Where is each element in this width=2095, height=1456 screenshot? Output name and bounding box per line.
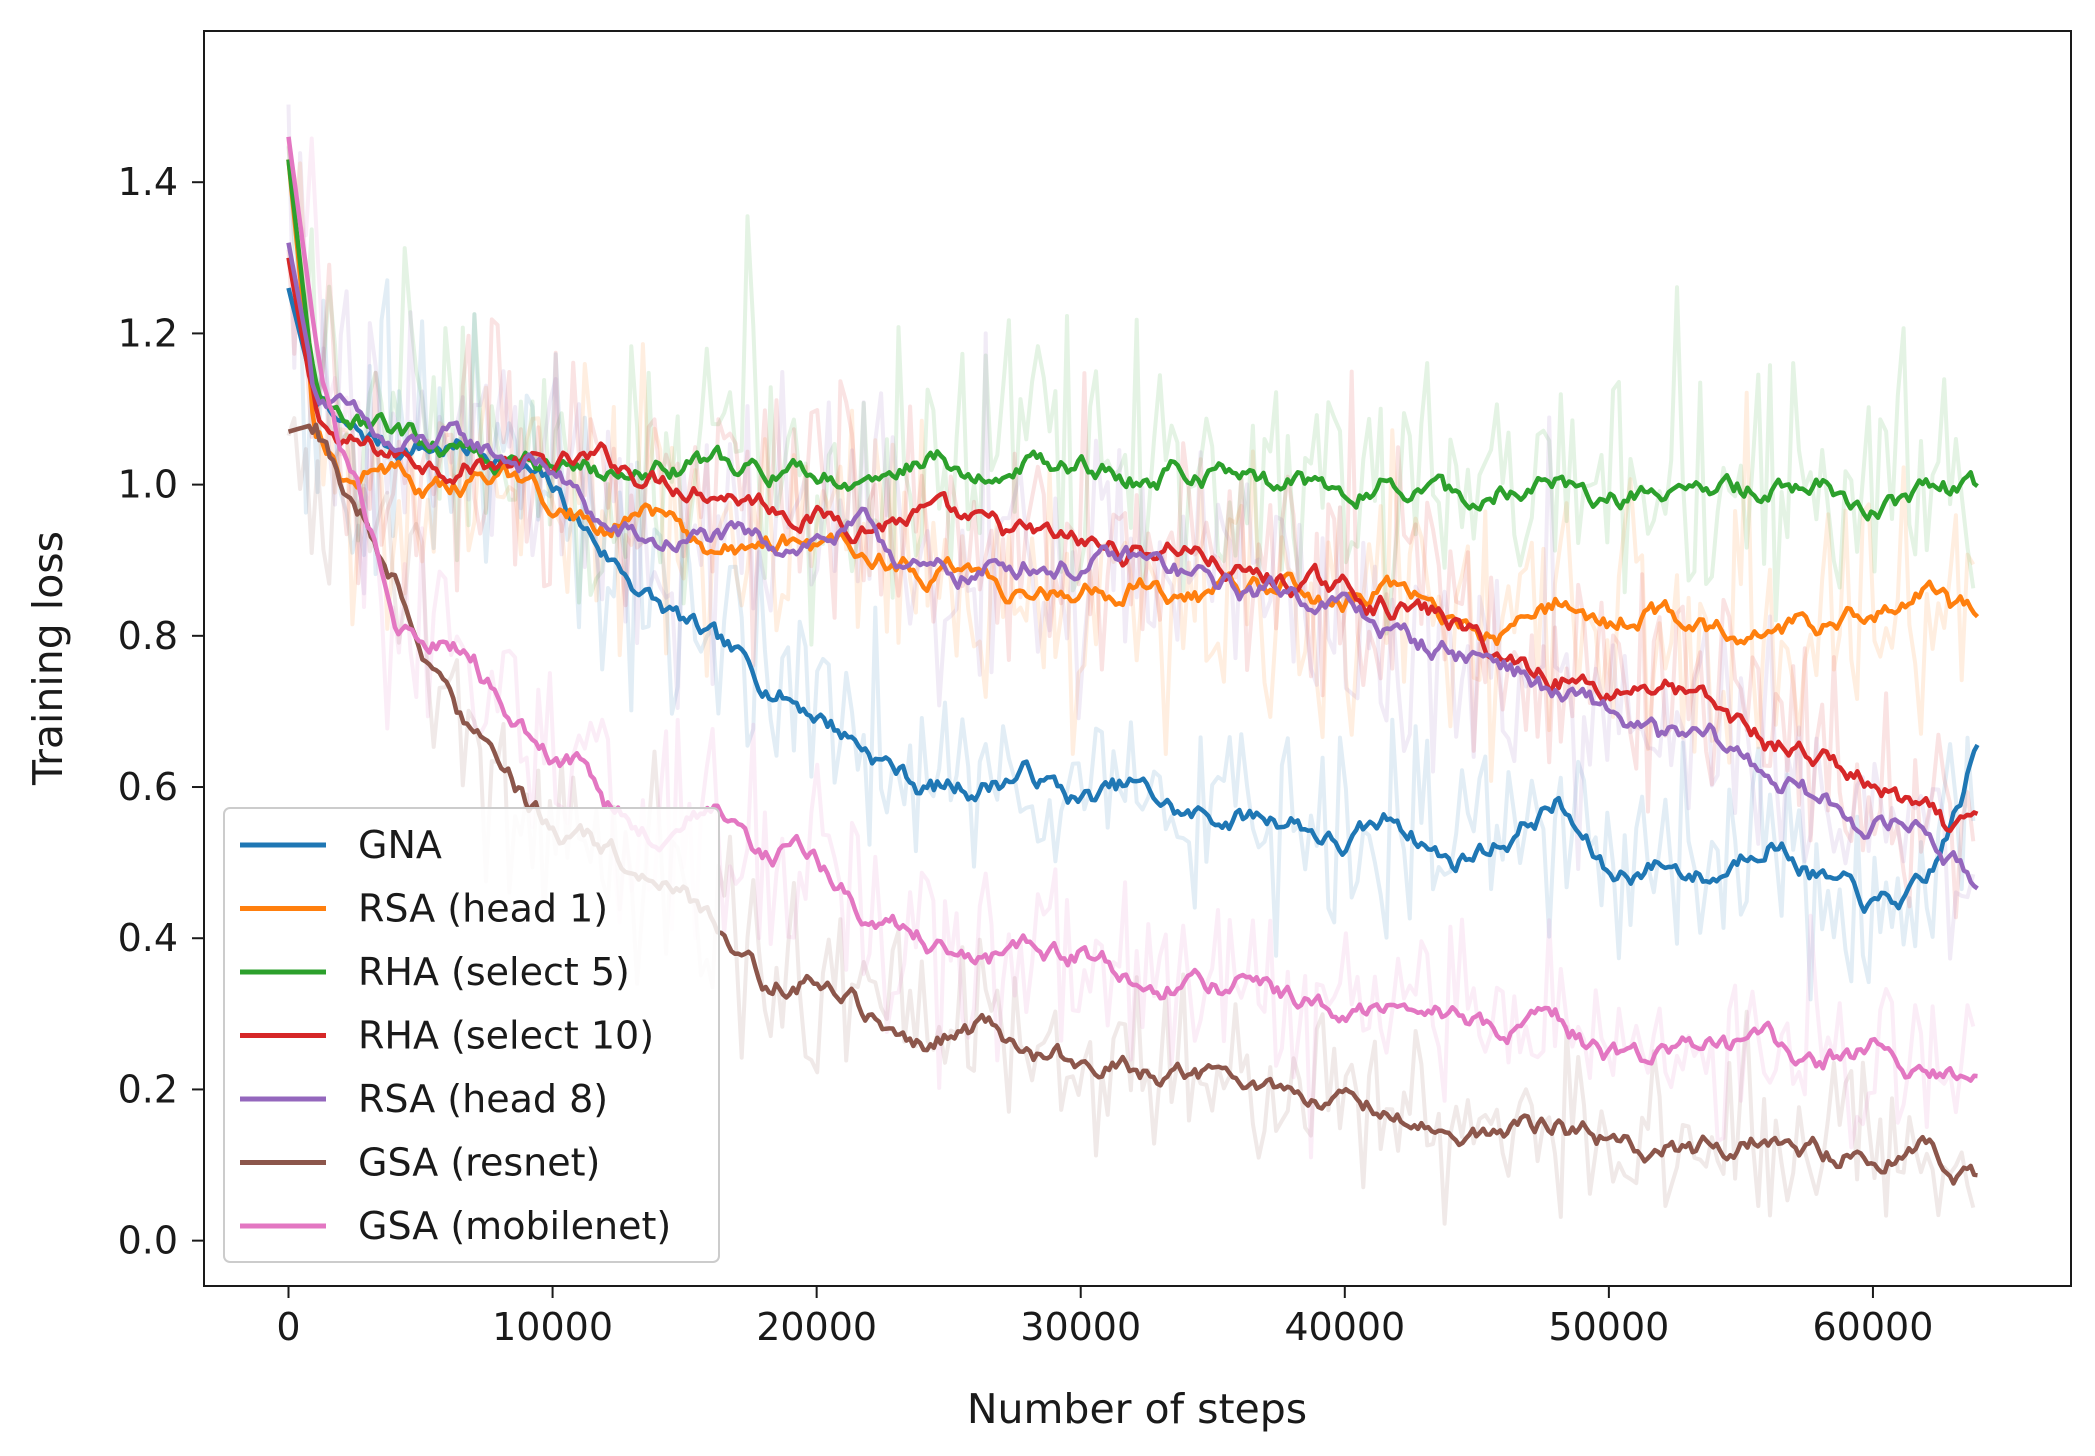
y-axis-title: Training loss [24,531,72,786]
x-tick-label: 10000 [492,1305,613,1349]
legend-label: RSA (head 1) [358,887,608,931]
legend-label: RHA (select 10) [358,1014,654,1058]
y-tick-label: 0.8 [118,614,178,658]
x-tick-label: 20000 [756,1305,877,1349]
series-line [286,136,1978,1083]
y-tick-label: 1.2 [118,311,178,355]
x-tick-label: 40000 [1284,1305,1405,1349]
x-axis: 0 10000 20000 30000 40000 50000 60000 [276,1286,1933,1349]
plot-frame [203,30,2072,1287]
y-tick-label: 0.0 [118,1219,178,1263]
raw-series-line [286,139,1976,783]
x-tick-label: 50000 [1548,1305,1669,1349]
legend-label: GSA (resnet) [358,1141,600,1185]
series-line [286,159,1980,647]
x-tick-label: 60000 [1812,1305,1933,1349]
legend-label: GNA [358,823,442,867]
series-line [286,242,1979,891]
smoothed-traces [286,136,1980,1186]
legend-label: GSA (mobilenet) [358,1204,671,1248]
series-line [286,287,1980,914]
series-line [286,257,1979,834]
legend-label: RSA (head 8) [358,1077,608,1121]
y-tick-label: 0.2 [118,1067,178,1111]
y-axis: 0.0 0.2 0.4 0.6 0.8 1.0 1.2 1.4 [118,160,204,1263]
y-tick-label: 1.4 [118,160,178,204]
legend-label: RHA (select 5) [358,950,630,994]
x-axis-title: Number of steps [967,1385,1307,1433]
y-tick-label: 0.6 [118,765,178,809]
x-tick-label: 0 [276,1305,300,1349]
x-tick-label: 30000 [1020,1305,1141,1349]
legend: GNA RSA (head 1) RHA (select 5) RHA (select… [223,807,720,1263]
raw-series-line [286,261,1976,1002]
y-tick-label: 1.0 [118,463,178,507]
legend-box [223,807,720,1263]
raw-series-line [286,136,1976,1160]
y-tick-label: 0.4 [118,916,178,960]
